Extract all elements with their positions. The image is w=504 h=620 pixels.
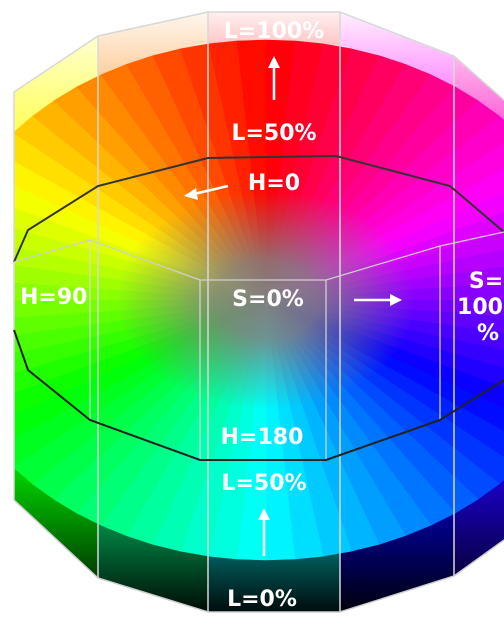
label-lightness-50-bottom: L=50%	[221, 471, 306, 496]
arrow-left-hue	[184, 184, 229, 200]
gray-center	[116, 190, 416, 410]
label-hue-90: H=90	[20, 285, 87, 310]
label-saturation-0: S=0%	[232, 287, 304, 312]
label-saturation-100-line1: S=	[469, 269, 503, 294]
label-hue-0: H=0	[248, 171, 300, 196]
label-hue-180: H=180	[221, 425, 304, 450]
arrow-right-sat	[354, 294, 402, 306]
label-saturation-100-line2: 100	[457, 295, 503, 320]
arrow-up-top	[268, 56, 280, 100]
label-lightness-0: L=0%	[227, 587, 297, 612]
label-saturation-100-line3: %	[477, 321, 499, 346]
label-lightness-100: L=100%	[224, 19, 324, 44]
arrow-up-bottom	[258, 508, 270, 556]
label-lightness-50-top: L=50%	[231, 121, 316, 146]
cylinder-edges	[13, 11, 504, 613]
